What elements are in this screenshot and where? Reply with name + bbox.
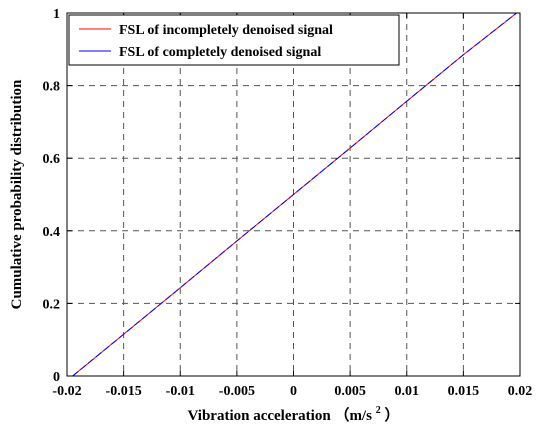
x-axis-label-unit: （m/s	[334, 406, 372, 424]
y-tick-label: 0	[53, 370, 60, 385]
series-line-complete	[72, 12, 517, 377]
y-tick-label: 0.4	[43, 225, 61, 240]
x-tick-label: 0	[290, 384, 297, 399]
series-group	[72, 12, 517, 377]
legend-label-incomplete: FSL of incompletely denoised signal	[119, 23, 333, 38]
x-tick-label: 0.015	[448, 384, 480, 399]
y-tick-label: 0.2	[43, 297, 61, 312]
y-tick-label: 0.8	[43, 80, 61, 95]
tick-labels: -0.02 -0.015 -0.01 -0.005 0 0.005 0.01 0.015 0.0…	[43, 7, 533, 399]
y-tick-label: 0.6	[43, 152, 61, 167]
x-tick-label: -0.015	[106, 384, 142, 399]
legend: FSL of incompletely denoised signal FSL …	[68, 14, 400, 66]
x-tick-label: -0.01	[166, 384, 195, 399]
x-axis-label: Vibration acceleration （m/s 2 ）	[188, 401, 400, 424]
grid	[67, 13, 520, 376]
x-tick-label: -0.005	[219, 384, 255, 399]
x-tick-label: 0.005	[334, 384, 366, 399]
x-axis-label-text: Vibration acceleration	[188, 408, 332, 424]
x-axis-label-unit-sup: 2	[376, 405, 381, 416]
x-tick-label: 0.01	[395, 384, 420, 399]
x-tick-label: 0.02	[508, 384, 533, 399]
y-axis-label: Cumulative probability distribution	[9, 79, 25, 309]
y-tick-label: 1	[53, 7, 60, 22]
x-axis-label-unit-close: ）	[384, 406, 399, 424]
plot-area: -0.02 -0.015 -0.01 -0.005 0 0.005 0.01 0.015 0.0…	[43, 7, 533, 399]
legend-label-complete: FSL of completely denoised signal	[119, 45, 321, 60]
x-tick-label: -0.02	[52, 384, 81, 399]
legend-box	[68, 14, 400, 66]
